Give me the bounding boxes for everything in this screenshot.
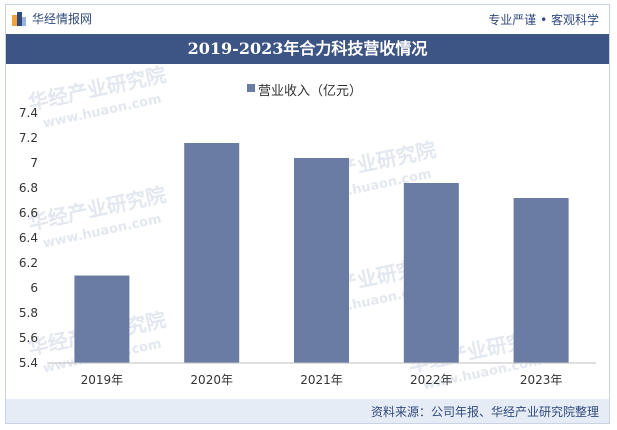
bar <box>513 198 569 363</box>
footer-bar: 资料来源：公司年报、华经产业研究院整理 <box>6 399 609 423</box>
bar <box>184 143 240 363</box>
legend: 营业收入（亿元） <box>247 84 362 99</box>
x-tick-label: 2023年 <box>520 373 563 387</box>
y-tick-label: 6.8 <box>19 181 38 195</box>
y-tick-label: 6 <box>30 281 38 295</box>
y-tick-label: 5.4 <box>19 356 38 370</box>
source-note: 资料来源：公司年报、华经产业研究院整理 <box>370 405 599 419</box>
x-tick-label: 2021年 <box>300 373 343 387</box>
legend-label: 营业收入（亿元） <box>258 84 362 99</box>
logo-icon <box>12 11 26 26</box>
x-tick-label: 2020年 <box>190 373 233 387</box>
y-tick-label: 5.8 <box>19 306 38 320</box>
bar <box>294 158 349 363</box>
slogan: 专业严谨 • 客观科学 <box>488 13 599 27</box>
y-tick-label: 7.4 <box>19 106 38 120</box>
y-tick-label: 7.2 <box>19 131 38 145</box>
y-tick-label: 5.6 <box>19 331 38 345</box>
legend-swatch <box>247 84 255 92</box>
brand-logo: 华经情报网 <box>12 10 92 27</box>
y-tick-label: 6.2 <box>19 256 38 270</box>
chart-title: 2019-2023年合力科技营收情况 <box>6 34 609 64</box>
bar <box>74 275 130 363</box>
y-tick-label: 6.4 <box>19 231 38 245</box>
logo-text: 华经情报网 <box>32 12 93 26</box>
y-tick-label: 7 <box>30 156 38 170</box>
x-tick-label: 2019年 <box>81 373 124 387</box>
x-tick-label: 2022年 <box>410 373 453 387</box>
bar <box>403 183 459 363</box>
bars <box>74 143 569 363</box>
top-bar: 华经情报网 专业严谨 • 客观科学 <box>6 6 609 32</box>
y-tick-label: 6.6 <box>19 206 38 220</box>
x-axis: 2019年 2020年 2021年 2022年 2023年 <box>47 362 596 387</box>
y-axis: 5.4 5.6 5.8 6 6.2 6.4 6.6 6.8 7 7.2 7.4 <box>19 106 38 370</box>
